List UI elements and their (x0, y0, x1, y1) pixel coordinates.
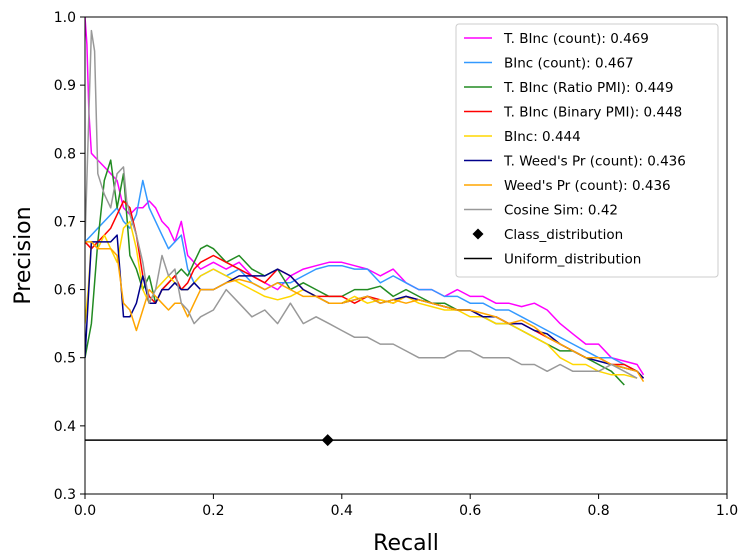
series-line-8 (85, 29, 638, 379)
y-tick-label: 0.8 (54, 146, 76, 162)
class-distribution-marker (321, 434, 334, 447)
series-line-2 (85, 179, 645, 379)
legend-label: T. Weed's Pr (count): 0.436 (503, 154, 686, 170)
y-tick-label: 1.0 (54, 10, 76, 26)
legend-swatch (472, 228, 484, 240)
reference-layer (85, 434, 727, 447)
legend-label: BInc (count): 0.467 (504, 56, 634, 72)
legend-label: Uniform_distribution (504, 252, 641, 268)
plot-frame (84, 16, 728, 495)
legend-label: T. BInc (count): 0.469 (503, 31, 649, 47)
y-tick-label: 0.3 (54, 487, 76, 503)
x-axis-title: Recall (373, 531, 439, 555)
x-tick-label: 0.8 (587, 503, 609, 519)
x-tick-label: 0.0 (74, 503, 96, 519)
x-tick-label: 1.0 (716, 503, 738, 519)
y-tick-label: 0.6 (54, 283, 76, 299)
legend-label: Class_distribution (504, 227, 623, 243)
legend-label: Weed's Pr (count): 0.436 (504, 178, 671, 194)
x-tick-label: 0.2 (202, 503, 224, 519)
legend-label: Cosine Sim: 0.42 (504, 203, 618, 219)
legend-box (455, 23, 719, 278)
legend-label: T. BInc (Binary PMI): 0.448 (503, 105, 682, 121)
y-tick-label: 0.7 (54, 214, 76, 230)
series-line-6 (85, 234, 645, 379)
y-axis-title: Precision (11, 206, 36, 304)
x-tick-label: 0.4 (331, 503, 353, 519)
x-tick-label: 0.6 (459, 503, 481, 519)
y-tick-label: 0.5 (54, 351, 76, 367)
ticks-layer: 0.0 0.2 0.4 0.6 0.8 1.0 0.3 0.4 0.5 0.6 0.7 0.8 0.9 1… (54, 10, 738, 519)
y-tick-label: 0.4 (54, 419, 76, 435)
y-tick-label: 0.9 (54, 78, 76, 94)
legend: T. BInc (count): 0.469 BInc (count): 0.46… (455, 23, 719, 278)
series-line-7 (85, 241, 645, 382)
legend-label: BInc: 0.444 (504, 129, 581, 145)
series-layer (85, 17, 645, 386)
legend-label: T. BInc (Ratio PMI): 0.449 (503, 80, 673, 96)
